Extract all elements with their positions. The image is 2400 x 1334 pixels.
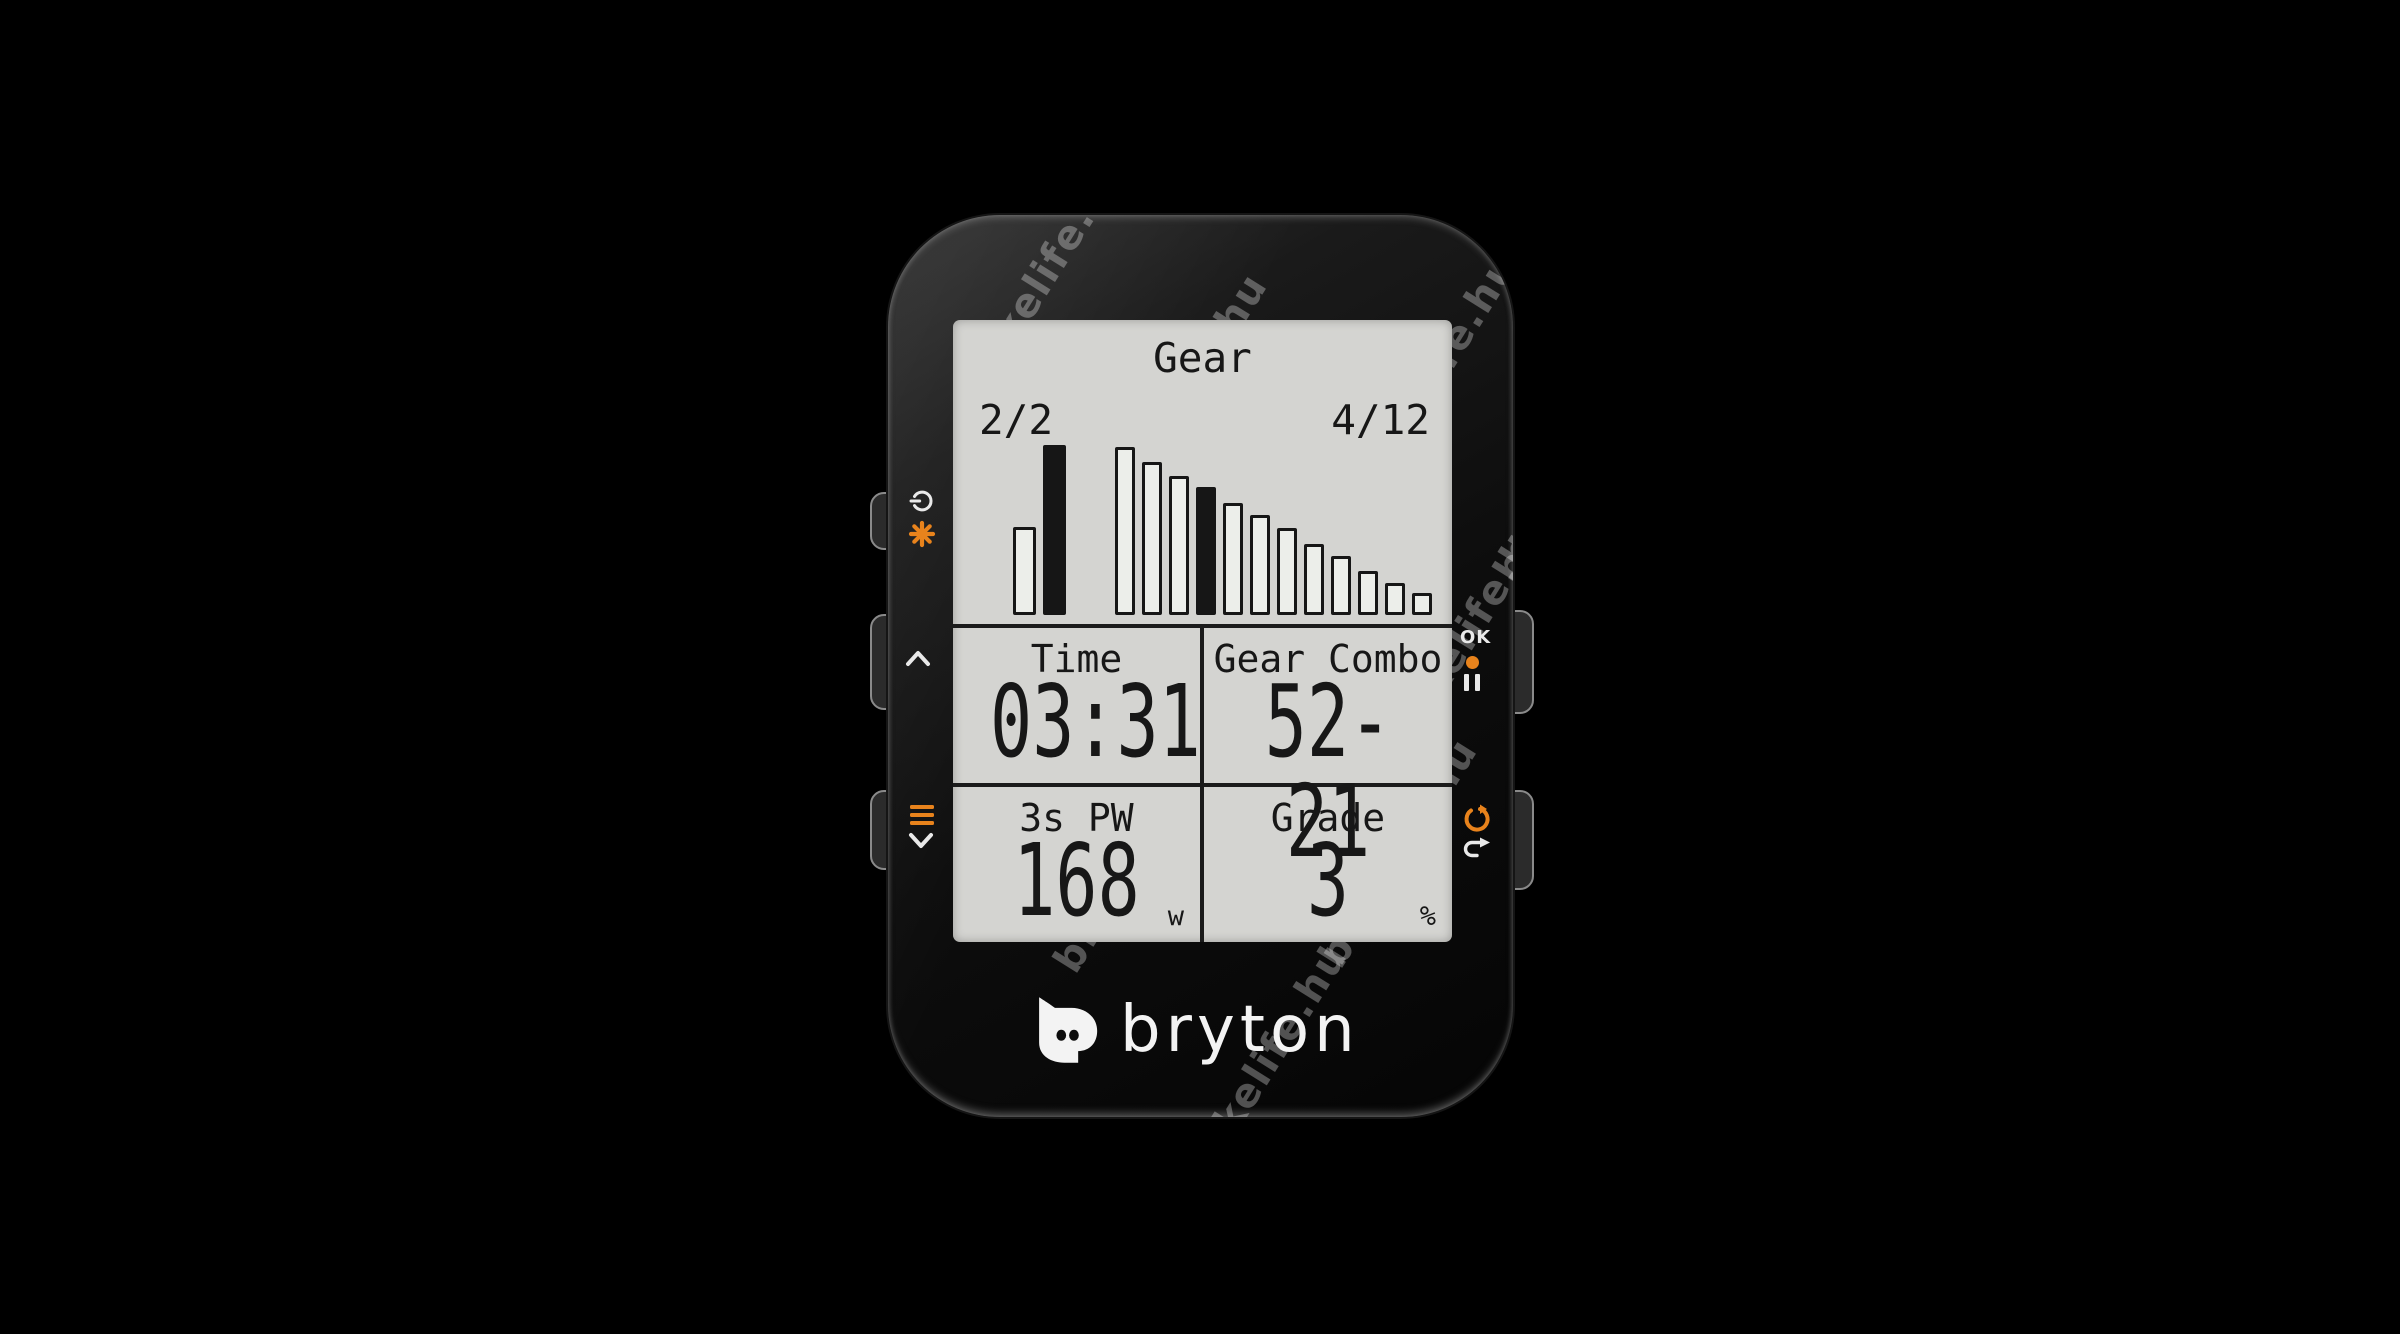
data-cell-time: Time 03:31 xyxy=(953,628,1201,783)
gear-bar xyxy=(1196,487,1216,615)
gear-bar xyxy=(1412,593,1432,615)
rear-gear-bars xyxy=(1115,445,1432,615)
data-cell-grade: Grade 3 % xyxy=(1204,787,1452,942)
lcd-screen: Gear 2/2 4/12 Time 03:31 Gear Combo 52-2… xyxy=(953,320,1452,942)
gear-bar xyxy=(1043,445,1066,615)
cell-unit: % xyxy=(1419,901,1436,932)
record-dot-icon xyxy=(1466,656,1479,669)
gear-bar xyxy=(1358,571,1378,615)
cell-label: 3s PW xyxy=(1019,796,1134,840)
cell-value: 168 xyxy=(1013,822,1140,939)
back-icon xyxy=(1462,837,1492,865)
gear-bar xyxy=(1169,476,1189,615)
ok-label: OK xyxy=(1460,627,1492,648)
gear-bar xyxy=(1250,515,1270,615)
backlight-icon xyxy=(906,518,938,554)
front-gear-position: 2/2 xyxy=(979,396,1054,444)
bryton-logo-mark xyxy=(1038,997,1097,1063)
cell-value: 03:31 xyxy=(990,663,1201,780)
gear-bar xyxy=(1385,583,1405,615)
menu-icon xyxy=(909,804,935,830)
brand-name: bryton xyxy=(1120,993,1360,1067)
front-gear-bars xyxy=(1013,445,1066,615)
page-up-icon xyxy=(902,645,934,675)
gear-bar xyxy=(1277,528,1297,615)
pause-icon xyxy=(1464,674,1480,691)
gear-bar xyxy=(1115,447,1135,615)
page-title: Gear xyxy=(1153,334,1252,382)
rear-gear-position: 4/12 xyxy=(1331,396,1430,444)
cell-value: 52-21 xyxy=(1264,663,1392,880)
gear-bar xyxy=(1304,544,1324,615)
brand-logo: bryton xyxy=(1028,993,1360,1067)
gear-bar xyxy=(1013,527,1036,615)
cell-label: Time xyxy=(1030,637,1123,681)
page-down-icon xyxy=(905,828,937,858)
cell-label: Grade xyxy=(1270,796,1386,840)
bike-computer-device: bikelife.hu bikelife.hu bikelife.hu bike… xyxy=(888,215,1513,1117)
gear-bar xyxy=(1142,462,1162,615)
cell-unit: w xyxy=(1167,901,1184,932)
divider xyxy=(1200,624,1204,942)
cell-label: Gear Combo xyxy=(1213,637,1443,681)
lap-icon xyxy=(1462,804,1492,838)
data-cell-gear-combo: Gear Combo 52-21 xyxy=(1204,628,1452,872)
gear-bar xyxy=(1223,503,1243,615)
power-icon xyxy=(908,487,936,519)
gear-bar xyxy=(1331,556,1351,615)
data-cell-3s-power: 3s PW 168 w xyxy=(953,787,1200,942)
cell-value: 3 xyxy=(1306,822,1350,939)
